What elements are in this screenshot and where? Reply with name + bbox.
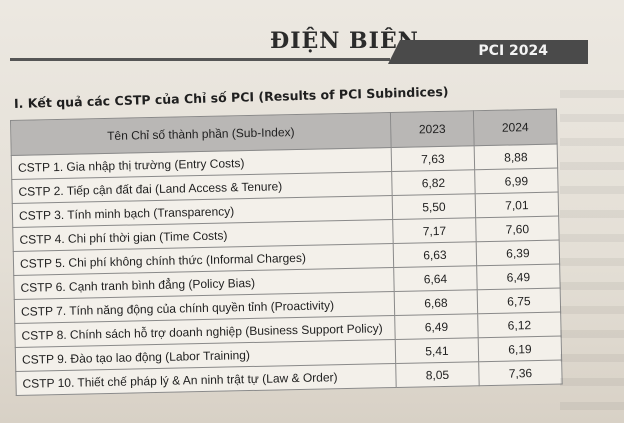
- value-2024: 6,49: [476, 264, 561, 290]
- pci-year-badge: PCI 2024: [388, 40, 588, 64]
- value-2024: 6,75: [477, 288, 561, 314]
- header-2024: 2024: [473, 109, 558, 146]
- header-divider: [10, 58, 390, 61]
- value-2023: 6,82: [391, 169, 476, 196]
- value-2023: 5,50: [392, 193, 476, 220]
- value-2023: 6,68: [394, 289, 478, 316]
- value-2023: 8,05: [395, 361, 480, 388]
- province-title: ĐIỆN BIÊN: [270, 28, 419, 54]
- value-2024: 6,39: [476, 240, 560, 266]
- value-2024: 6,12: [477, 312, 562, 338]
- value-2023: 6,63: [393, 241, 477, 268]
- value-2024: 7,36: [478, 359, 563, 386]
- value-2023: 6,64: [393, 265, 478, 292]
- show-through-text: [560, 90, 624, 420]
- pci-year-badge-label: PCI 2024: [478, 43, 548, 59]
- subindex-table: Tên Chỉ số thành phần (Sub-Index) 2023 2…: [10, 109, 563, 396]
- value-2023: 6,49: [394, 313, 479, 340]
- value-2023: 7,17: [392, 217, 477, 244]
- value-2024: 6,99: [474, 168, 559, 194]
- value-2023: 5,41: [395, 337, 479, 364]
- value-2024: 6,19: [478, 336, 562, 362]
- header-2023: 2023: [390, 110, 475, 148]
- value-2024: 7,01: [475, 192, 559, 218]
- value-2024: 8,88: [474, 144, 558, 170]
- value-2024: 7,60: [475, 216, 560, 242]
- value-2023: 7,63: [391, 145, 475, 172]
- subindex-table-container: Tên Chỉ số thành phần (Sub-Index) 2023 2…: [10, 109, 563, 396]
- section-title: I. Kết quả các CSTP của Chỉ số PCI (Resu…: [13, 83, 449, 111]
